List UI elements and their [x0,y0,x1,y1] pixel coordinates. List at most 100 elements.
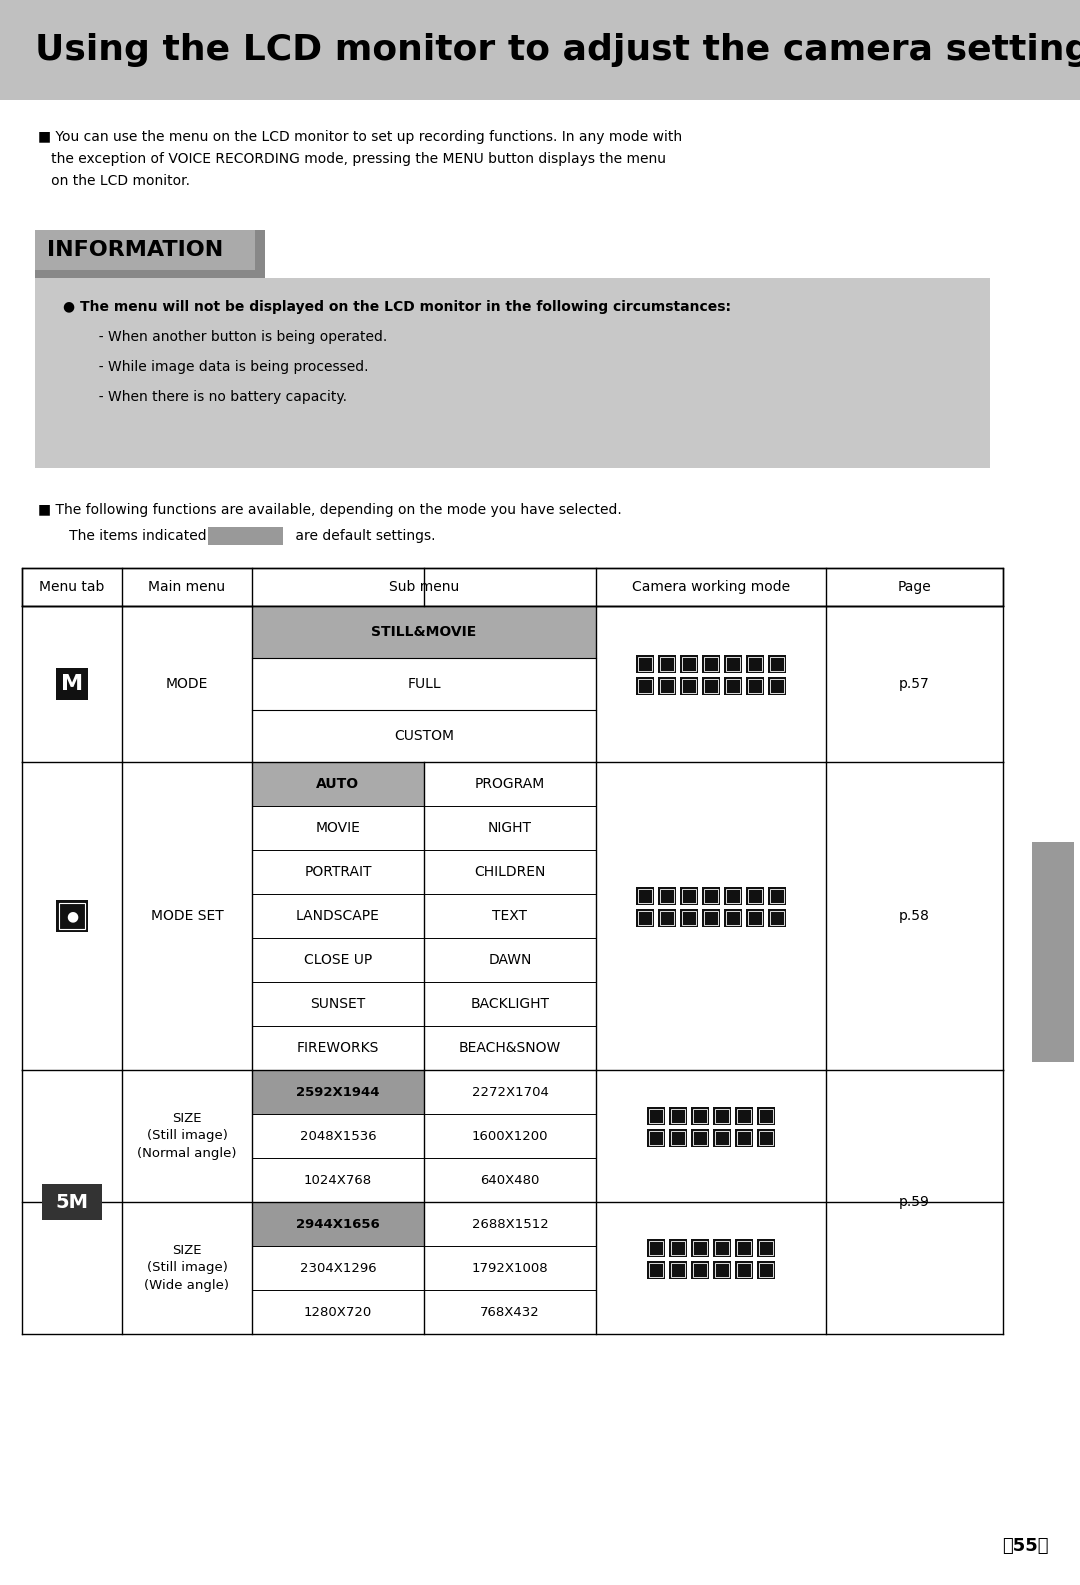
Text: BEACH&SNOW: BEACH&SNOW [459,1041,562,1056]
Bar [768,888,786,905]
Bar [702,677,720,694]
Text: NIGHT: NIGHT [488,821,532,835]
Bar [702,910,720,927]
Bar [748,889,762,903]
Bar [660,889,674,903]
Bar [724,655,742,674]
Bar [636,888,654,905]
Text: Page: Page [897,580,931,594]
Bar [713,1239,731,1257]
Bar [704,658,718,670]
Bar [724,888,742,905]
Bar [748,658,762,670]
Bar [671,1263,685,1278]
Text: ● The menu will not be displayed on the LCD monitor in the following circumstanc: ● The menu will not be displayed on the … [63,300,731,314]
Text: 5M: 5M [55,1192,89,1211]
Bar [22,567,1003,605]
Bar [726,678,740,693]
Bar [693,1110,707,1124]
Text: STILL&MOVIE: STILL&MOVIE [372,624,476,639]
Bar [759,1263,773,1278]
Bar [704,911,718,926]
Bar [669,1239,687,1257]
Text: MODE SET: MODE SET [150,910,224,922]
Bar [252,1201,424,1246]
Bar [658,888,676,905]
Text: p.58: p.58 [899,910,930,922]
Text: DAWN: DAWN [488,953,531,967]
Bar [691,1106,708,1125]
Text: Using the LCD monitor to adjust the camera settings: Using the LCD monitor to adjust the came… [35,33,1080,67]
Text: FIREWORKS: FIREWORKS [297,1041,379,1056]
Text: 768X432: 768X432 [481,1306,540,1319]
Text: 640X480: 640X480 [481,1173,540,1187]
Bar [660,678,674,693]
Text: - While image data is being processed.: - While image data is being processed. [90,360,368,374]
Text: ■ The following functions are available, depending on the mode you have selected: ■ The following functions are available,… [38,502,622,517]
Text: Camera working mode: Camera working mode [632,580,791,594]
Bar [735,1262,753,1279]
Bar [737,1132,751,1144]
Text: PROGRAM: PROGRAM [475,777,545,791]
Text: PORTRAIT: PORTRAIT [305,865,372,880]
Bar [724,910,742,927]
Text: ●: ● [66,910,78,922]
Bar [746,910,764,927]
Bar [770,889,784,903]
Bar [681,658,696,670]
Text: MOVIE: MOVIE [315,821,361,835]
Bar [647,1262,665,1279]
Text: 1024X768: 1024X768 [303,1173,373,1187]
Bar [702,888,720,905]
Bar [770,911,784,926]
Bar [636,655,654,674]
Bar [638,911,652,926]
Bar [638,889,652,903]
Bar [746,888,764,905]
Bar [757,1129,775,1148]
Bar [693,1241,707,1255]
Bar [759,1241,773,1255]
Text: SIZE
(Still image)
(Normal angle): SIZE (Still image) (Normal angle) [137,1111,237,1160]
Text: p.59: p.59 [899,1195,930,1209]
Bar [647,1129,665,1148]
Bar [647,1239,665,1257]
Bar [726,889,740,903]
Bar [649,1110,663,1124]
Bar [0,0,1080,100]
Bar [649,1132,663,1144]
Bar [757,1106,775,1125]
Text: SIZE
(Still image)
(Wide angle): SIZE (Still image) (Wide angle) [145,1244,229,1292]
Text: - When another button is being operated.: - When another button is being operated. [90,330,388,344]
Text: 2304X1296: 2304X1296 [299,1262,376,1274]
Text: Sub menu: Sub menu [389,580,459,594]
Bar [658,910,676,927]
Text: 1600X1200: 1600X1200 [472,1130,549,1143]
Bar [737,1241,751,1255]
Bar [693,1132,707,1144]
Text: are default settings.: are default settings. [291,529,435,544]
Bar [702,655,720,674]
Bar [59,903,85,929]
Bar [715,1132,729,1144]
Text: Main menu: Main menu [148,580,226,594]
Text: FULL: FULL [407,677,441,691]
Text: CUSTOM: CUSTOM [394,729,454,743]
Bar [42,1184,102,1220]
Text: M: M [60,674,83,694]
Bar [658,655,676,674]
Bar [660,658,674,670]
Bar [748,911,762,926]
Text: the exception of VOICE RECORDING mode, pressing the MENU button displays the men: the exception of VOICE RECORDING mode, p… [38,152,666,166]
Bar [746,677,764,694]
Bar [726,911,740,926]
Bar [636,910,654,927]
Bar [757,1239,775,1257]
Bar [735,1129,753,1148]
Bar [715,1241,729,1255]
Text: 2592X1944: 2592X1944 [296,1086,380,1098]
Bar [636,677,654,694]
Text: CHILDREN: CHILDREN [474,865,545,880]
Bar [1032,842,1074,1062]
Text: AUTO: AUTO [316,777,360,791]
